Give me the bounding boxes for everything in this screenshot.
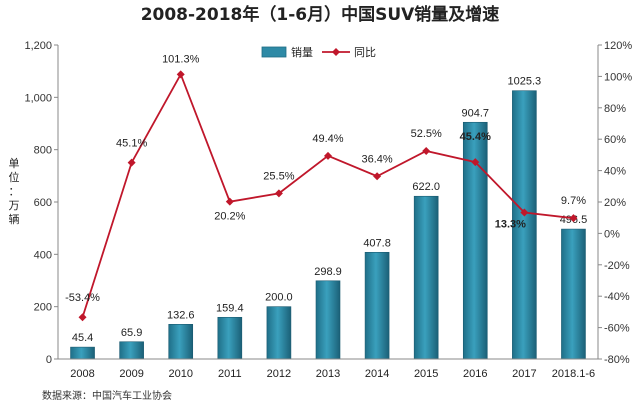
growth-point — [569, 214, 578, 223]
sales-bar-label: 132.6 — [167, 309, 195, 321]
x-tick-label: 2017 — [512, 368, 536, 380]
legend-swatch-sales — [261, 46, 287, 58]
sales-bar-label: 45.4 — [72, 332, 93, 344]
left-tick-label: 0 — [46, 354, 52, 366]
sales-bar-label: 622.0 — [412, 181, 440, 193]
growth-line: -53.4% 45.1% 101.3% 20.2% 25.5% 49.4% 36.4% 52.… — [65, 53, 586, 322]
left-tick-label: 400 — [34, 249, 52, 261]
growth-point — [471, 158, 480, 167]
right-tick-label: -40% — [604, 291, 630, 303]
sales-bar — [70, 346, 95, 360]
growth-point — [373, 172, 382, 181]
x-tick-label: 2018.1-6 — [552, 368, 595, 380]
growth-point-label: 9.7% — [561, 195, 586, 207]
sales-bar — [168, 324, 194, 360]
sales-bar-label: 65.9 — [121, 327, 142, 339]
right-tick-label: -20% — [604, 260, 630, 272]
growth-point — [127, 158, 136, 167]
legend-label-sales: 销量 — [291, 45, 313, 59]
unit-label-char: 单 — [9, 157, 20, 170]
left-axis-unit-label: 单位：万辆 — [9, 157, 20, 226]
left-y-axis: 0 200 400 600 800 1,000 1,200 — [24, 40, 59, 366]
right-y-axis: -80% -60% -40% -20% 0% 20% 40% 60% 80% 100% 120% — [597, 40, 632, 366]
right-tick-label: -60% — [604, 323, 630, 335]
growth-point-label: 20.2% — [214, 211, 245, 223]
x-tick-label: 2010 — [168, 368, 192, 380]
left-tick-label: 1,000 — [24, 92, 52, 104]
left-tick-label: 600 — [34, 197, 52, 209]
legend-label-growth: 同比 — [354, 46, 376, 59]
growth-point — [520, 208, 529, 217]
sales-bar-label: 159.4 — [216, 302, 244, 314]
right-tick-label: 120% — [604, 40, 632, 52]
sales-bar — [561, 228, 586, 360]
growth-point-label: 13.3% — [495, 219, 526, 231]
legend-swatch-growth-marker — [332, 48, 340, 56]
left-tick-label: 800 — [34, 145, 52, 157]
growth-point — [324, 151, 332, 160]
growth-point-label: 52.5% — [411, 128, 442, 140]
sales-bar-label: 1025.3 — [508, 76, 542, 88]
legend: 销量 同比 — [261, 45, 376, 59]
right-tick-label: 40% — [604, 166, 626, 178]
sales-bar-label: 904.7 — [462, 107, 490, 119]
x-tick-label: 2016 — [463, 368, 487, 380]
sales-bar — [266, 306, 292, 360]
growth-point-label: 45.1% — [116, 138, 147, 150]
data-source: 数据来源：中国汽车工业协会 — [42, 389, 172, 402]
unit-label-char: ： — [9, 185, 20, 198]
unit-label-char: 辆 — [9, 212, 20, 226]
growth-point-label: 36.4% — [361, 153, 392, 165]
growth-point — [176, 70, 185, 79]
sales-bar-label: 298.9 — [314, 266, 342, 278]
sales-bar-label: 200.0 — [265, 292, 293, 304]
growth-point — [78, 313, 87, 322]
x-tick-label: 2012 — [267, 368, 291, 380]
x-tick-label: 2013 — [316, 368, 340, 380]
right-tick-label: -80% — [604, 354, 630, 366]
right-tick-label: 80% — [604, 103, 626, 115]
sales-bar — [315, 280, 341, 360]
unit-label-char: 位 — [9, 170, 20, 184]
right-tick-label: 0% — [604, 228, 620, 240]
right-tick-label: 100% — [604, 71, 632, 83]
growth-point-label: 25.5% — [263, 170, 294, 182]
sales-bar — [364, 251, 390, 360]
x-tick-label: 2014 — [365, 368, 389, 380]
unit-label-char: 万 — [9, 199, 20, 212]
growth-point-label: 101.3% — [162, 53, 200, 65]
growth-point — [225, 197, 234, 206]
right-tick-label: 20% — [604, 197, 626, 209]
left-tick-label: 1,200 — [24, 40, 52, 52]
growth-point-label: 49.4% — [312, 133, 343, 145]
growth-point-label: 45.4% — [460, 131, 491, 143]
x-tick-label: 2015 — [414, 368, 438, 380]
x-tick-label: 2011 — [218, 368, 242, 380]
sales-bar — [512, 90, 537, 360]
growth-point — [274, 189, 283, 198]
sales-bar — [217, 316, 243, 360]
growth-point — [422, 146, 431, 155]
sales-bar-label: 407.8 — [363, 237, 391, 249]
growth-point-label: -53.4% — [65, 292, 100, 304]
right-tick-label: 60% — [604, 134, 626, 146]
left-tick-label: 200 — [34, 302, 52, 314]
x-axis: 2008 2009 2010 2011 2012 2013 2014 2015 2016 2017… — [58, 358, 598, 380]
chart-title: 2008-2018年（1-6月）中国SUV销量及增速 — [141, 4, 500, 25]
x-tick-label: 2008 — [70, 368, 94, 380]
sales-bars: 45.4 65.9 132.6 159.4 200.0 298.9 407.8 622.0 90… — [70, 76, 587, 360]
sales-bar — [413, 195, 439, 360]
x-tick-label: 2009 — [119, 368, 143, 380]
sales-bar — [119, 341, 144, 360]
sales-bar — [462, 121, 488, 360]
